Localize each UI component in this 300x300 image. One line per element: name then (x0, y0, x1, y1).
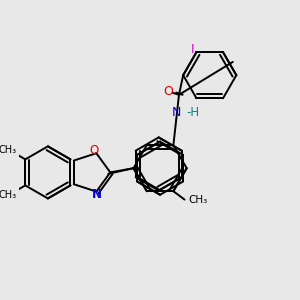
Text: O: O (163, 85, 173, 98)
Text: -H: -H (187, 106, 200, 118)
Text: O: O (89, 145, 99, 158)
Text: CH₃: CH₃ (0, 145, 17, 155)
Text: I: I (190, 43, 194, 56)
Text: CH₃: CH₃ (189, 195, 208, 205)
Text: N: N (92, 188, 102, 201)
Text: N: N (172, 106, 181, 118)
Text: CH₃: CH₃ (0, 190, 17, 200)
